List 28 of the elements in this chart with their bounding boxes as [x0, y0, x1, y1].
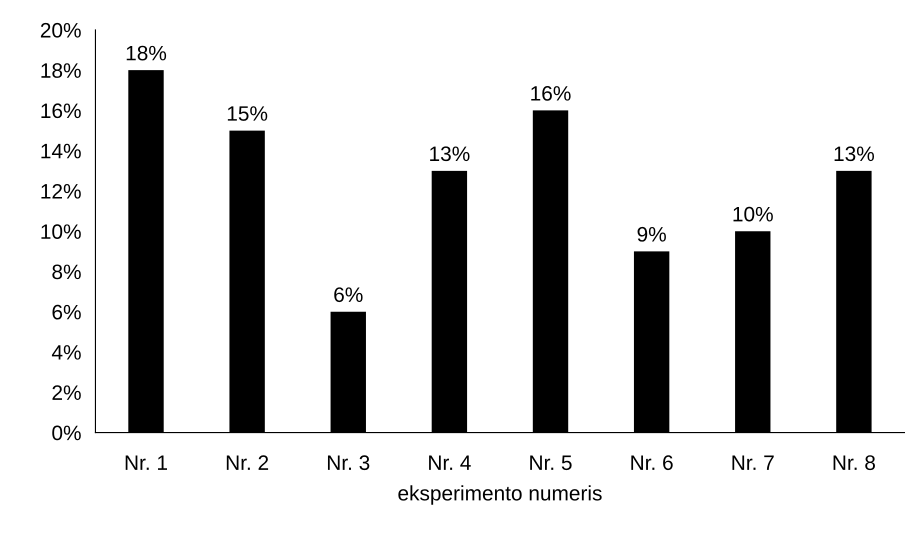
y-tick-label: 4%: [52, 345, 81, 360]
x-tick-label: Nr. 6: [631, 455, 673, 470]
data-label: 10%: [734, 206, 773, 222]
y-tick-label: 10%: [41, 224, 81, 239]
y-tick-label: 18%: [41, 63, 81, 78]
x-tick-label: Nr. 8: [834, 455, 875, 470]
x-tick-label: Nr. 1: [126, 456, 167, 470]
x-tick-label: Nr. 4: [429, 456, 471, 470]
y-tick-label: 16%: [41, 103, 81, 118]
data-label: 15%: [228, 106, 268, 121]
x-tick-label: Nr. 7: [732, 456, 774, 470]
x-tick-label: Nr. 3: [328, 455, 370, 470]
data-label: 13%: [430, 146, 470, 162]
x-tick-label: Nr. 5: [530, 456, 572, 470]
y-tick-label: 8%: [52, 264, 81, 280]
y-tick-label: 14%: [41, 144, 81, 158]
data-label: 16%: [531, 86, 571, 101]
y-tick-label: 12%: [41, 184, 81, 199]
x-axis-title: eksperimento numeris: [398, 485, 602, 505]
data-label: 9%: [638, 226, 666, 242]
data-label: 13%: [834, 146, 874, 162]
y-tick-label: 2%: [52, 385, 81, 400]
x-tick-label: Nr. 2: [226, 455, 268, 470]
y-tick-label: 6%: [52, 304, 81, 320]
data-label: 18%: [126, 46, 166, 60]
y-tick-label: 20%: [40, 22, 81, 38]
data-label: 6%: [334, 287, 363, 302]
y-tick-label: 0%: [52, 426, 81, 440]
